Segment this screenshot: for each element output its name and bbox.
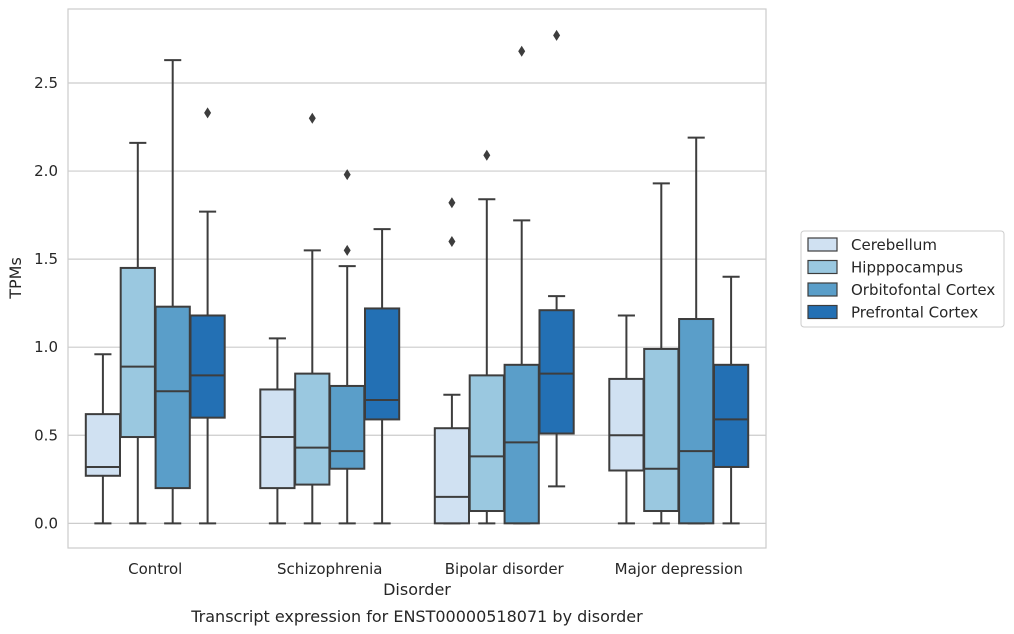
legend-label: Orbitofontal Cortex xyxy=(851,281,995,299)
series-hipppocampus xyxy=(119,112,680,525)
outlier-point xyxy=(553,29,561,41)
box xyxy=(329,384,366,470)
outlier-point xyxy=(343,169,351,181)
y-axis-ticks: 0.0 0.5 1.0 1.5 2.0 2.5 xyxy=(34,74,58,532)
box xyxy=(712,363,750,468)
box xyxy=(608,377,645,472)
box xyxy=(189,314,226,419)
outlier-point xyxy=(448,197,456,209)
x-tick-label: Bipolar disorder xyxy=(445,560,565,578)
box xyxy=(678,318,715,525)
box xyxy=(538,309,575,435)
y-axis-label: TPMs xyxy=(6,257,25,300)
box xyxy=(468,374,505,513)
legend-swatch xyxy=(807,282,838,297)
y-tick-label: 2.0 xyxy=(34,162,58,180)
box xyxy=(259,388,296,490)
legend-label: Hipppocampus xyxy=(851,259,963,277)
chart-caption: Transcript expression for ENST0000051807… xyxy=(190,607,643,626)
outlier-point xyxy=(518,45,526,57)
y-tick-label: 0.5 xyxy=(34,426,58,444)
box xyxy=(294,372,331,486)
series-cerebellum xyxy=(84,197,645,525)
y-tick-label: 2.5 xyxy=(34,74,58,92)
box xyxy=(119,266,156,439)
x-axis-ticks: Control Schizophrenia Bipolar disorder Majo… xyxy=(128,560,743,578)
outlier-point xyxy=(204,107,212,119)
legend: Cerebellum Hipppocampus Orbitofontal Corte… xyxy=(800,230,1005,328)
legend-swatch xyxy=(807,304,838,320)
x-tick-label: Control xyxy=(128,560,182,578)
outlier-point xyxy=(343,244,351,256)
box-series-group xyxy=(84,29,750,525)
x-tick-label: Schizophrenia xyxy=(277,560,382,578)
x-tick-label: Major depression xyxy=(615,560,743,578)
outlier-point xyxy=(448,236,456,248)
box xyxy=(643,347,680,513)
plot-area-frame xyxy=(67,8,767,549)
y-tick-label: 1.5 xyxy=(34,250,58,268)
y-tick-label: 1.0 xyxy=(34,338,58,356)
box xyxy=(84,413,122,477)
outlier-point xyxy=(308,112,316,124)
box xyxy=(503,363,540,525)
y-tick-label: 0.0 xyxy=(34,514,58,532)
legend-label: Cerebellum xyxy=(851,236,937,254)
box xyxy=(154,305,191,490)
box xyxy=(363,307,401,421)
x-axis-label: Disorder xyxy=(383,580,451,599)
legend-swatch xyxy=(807,237,838,252)
outlier-point xyxy=(483,149,491,161)
series-prefrontal-cortex xyxy=(189,29,750,525)
box xyxy=(433,427,471,525)
legend-swatch xyxy=(807,259,838,275)
series-orbitofontal-cortex xyxy=(154,45,715,525)
legend-frame xyxy=(800,230,1005,328)
legend-label: Prefrontal Cortex xyxy=(851,304,978,322)
